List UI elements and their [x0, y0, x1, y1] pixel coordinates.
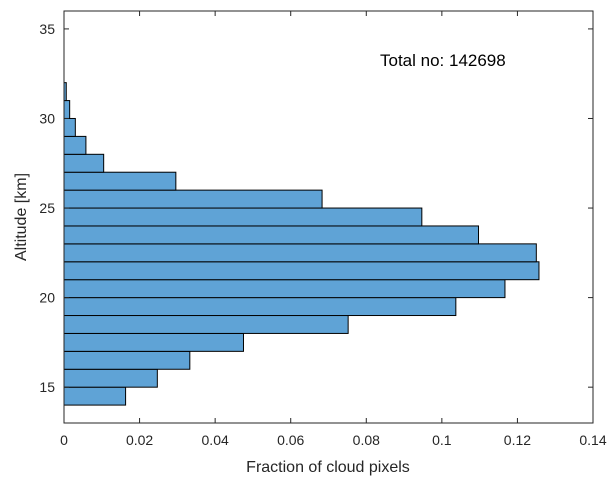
x-ticks-group: 0 0.02 0.04 0.06 0.08 0.1 0.12 0.14 [60, 11, 607, 448]
histogram-bar [63, 350, 191, 370]
histogram-bar [63, 261, 540, 281]
histogram-bar [63, 207, 423, 227]
y-tick-label: 15 [39, 379, 55, 395]
x-tick-label: 0.06 [277, 432, 304, 448]
total-count-annotation: Total no: 142698 [380, 51, 506, 70]
histogram-bar [63, 368, 158, 388]
x-tick-label: 0.04 [202, 432, 229, 448]
y-axis-label: Altitude [km] [13, 173, 30, 261]
plot-frame [63, 10, 594, 424]
histogram-bar [63, 153, 105, 173]
y-tick-label: 25 [39, 200, 55, 216]
histogram-bar [63, 189, 323, 209]
y-tick-label: 30 [39, 110, 55, 126]
x-tick-label: 0.14 [579, 432, 606, 448]
x-tick-label: 0.1 [432, 432, 452, 448]
histogram-bar [63, 386, 127, 406]
bars-group [63, 82, 540, 406]
histogram-bar [63, 117, 76, 137]
x-tick-label: 0.12 [504, 432, 531, 448]
x-tick-label: 0.02 [126, 432, 153, 448]
histogram-bar [63, 315, 349, 334]
histogram-bar [63, 225, 480, 245]
y-tick-label: 35 [39, 21, 55, 37]
histogram-bar [63, 243, 537, 263]
x-tick-label: 0 [60, 432, 68, 448]
histogram-bar [63, 135, 87, 155]
x-tick-label: 0.08 [353, 432, 380, 448]
histogram-bar [63, 171, 177, 191]
histogram-bar [63, 332, 244, 352]
histogram-bar [63, 100, 71, 119]
x-axis-label: Fraction of cloud pixels [246, 459, 410, 476]
histogram-bar [63, 279, 506, 299]
y-ticks-group: 15 20 25 30 35 [39, 21, 593, 395]
histogram-bar [63, 297, 457, 317]
y-tick-label: 20 [39, 290, 55, 306]
